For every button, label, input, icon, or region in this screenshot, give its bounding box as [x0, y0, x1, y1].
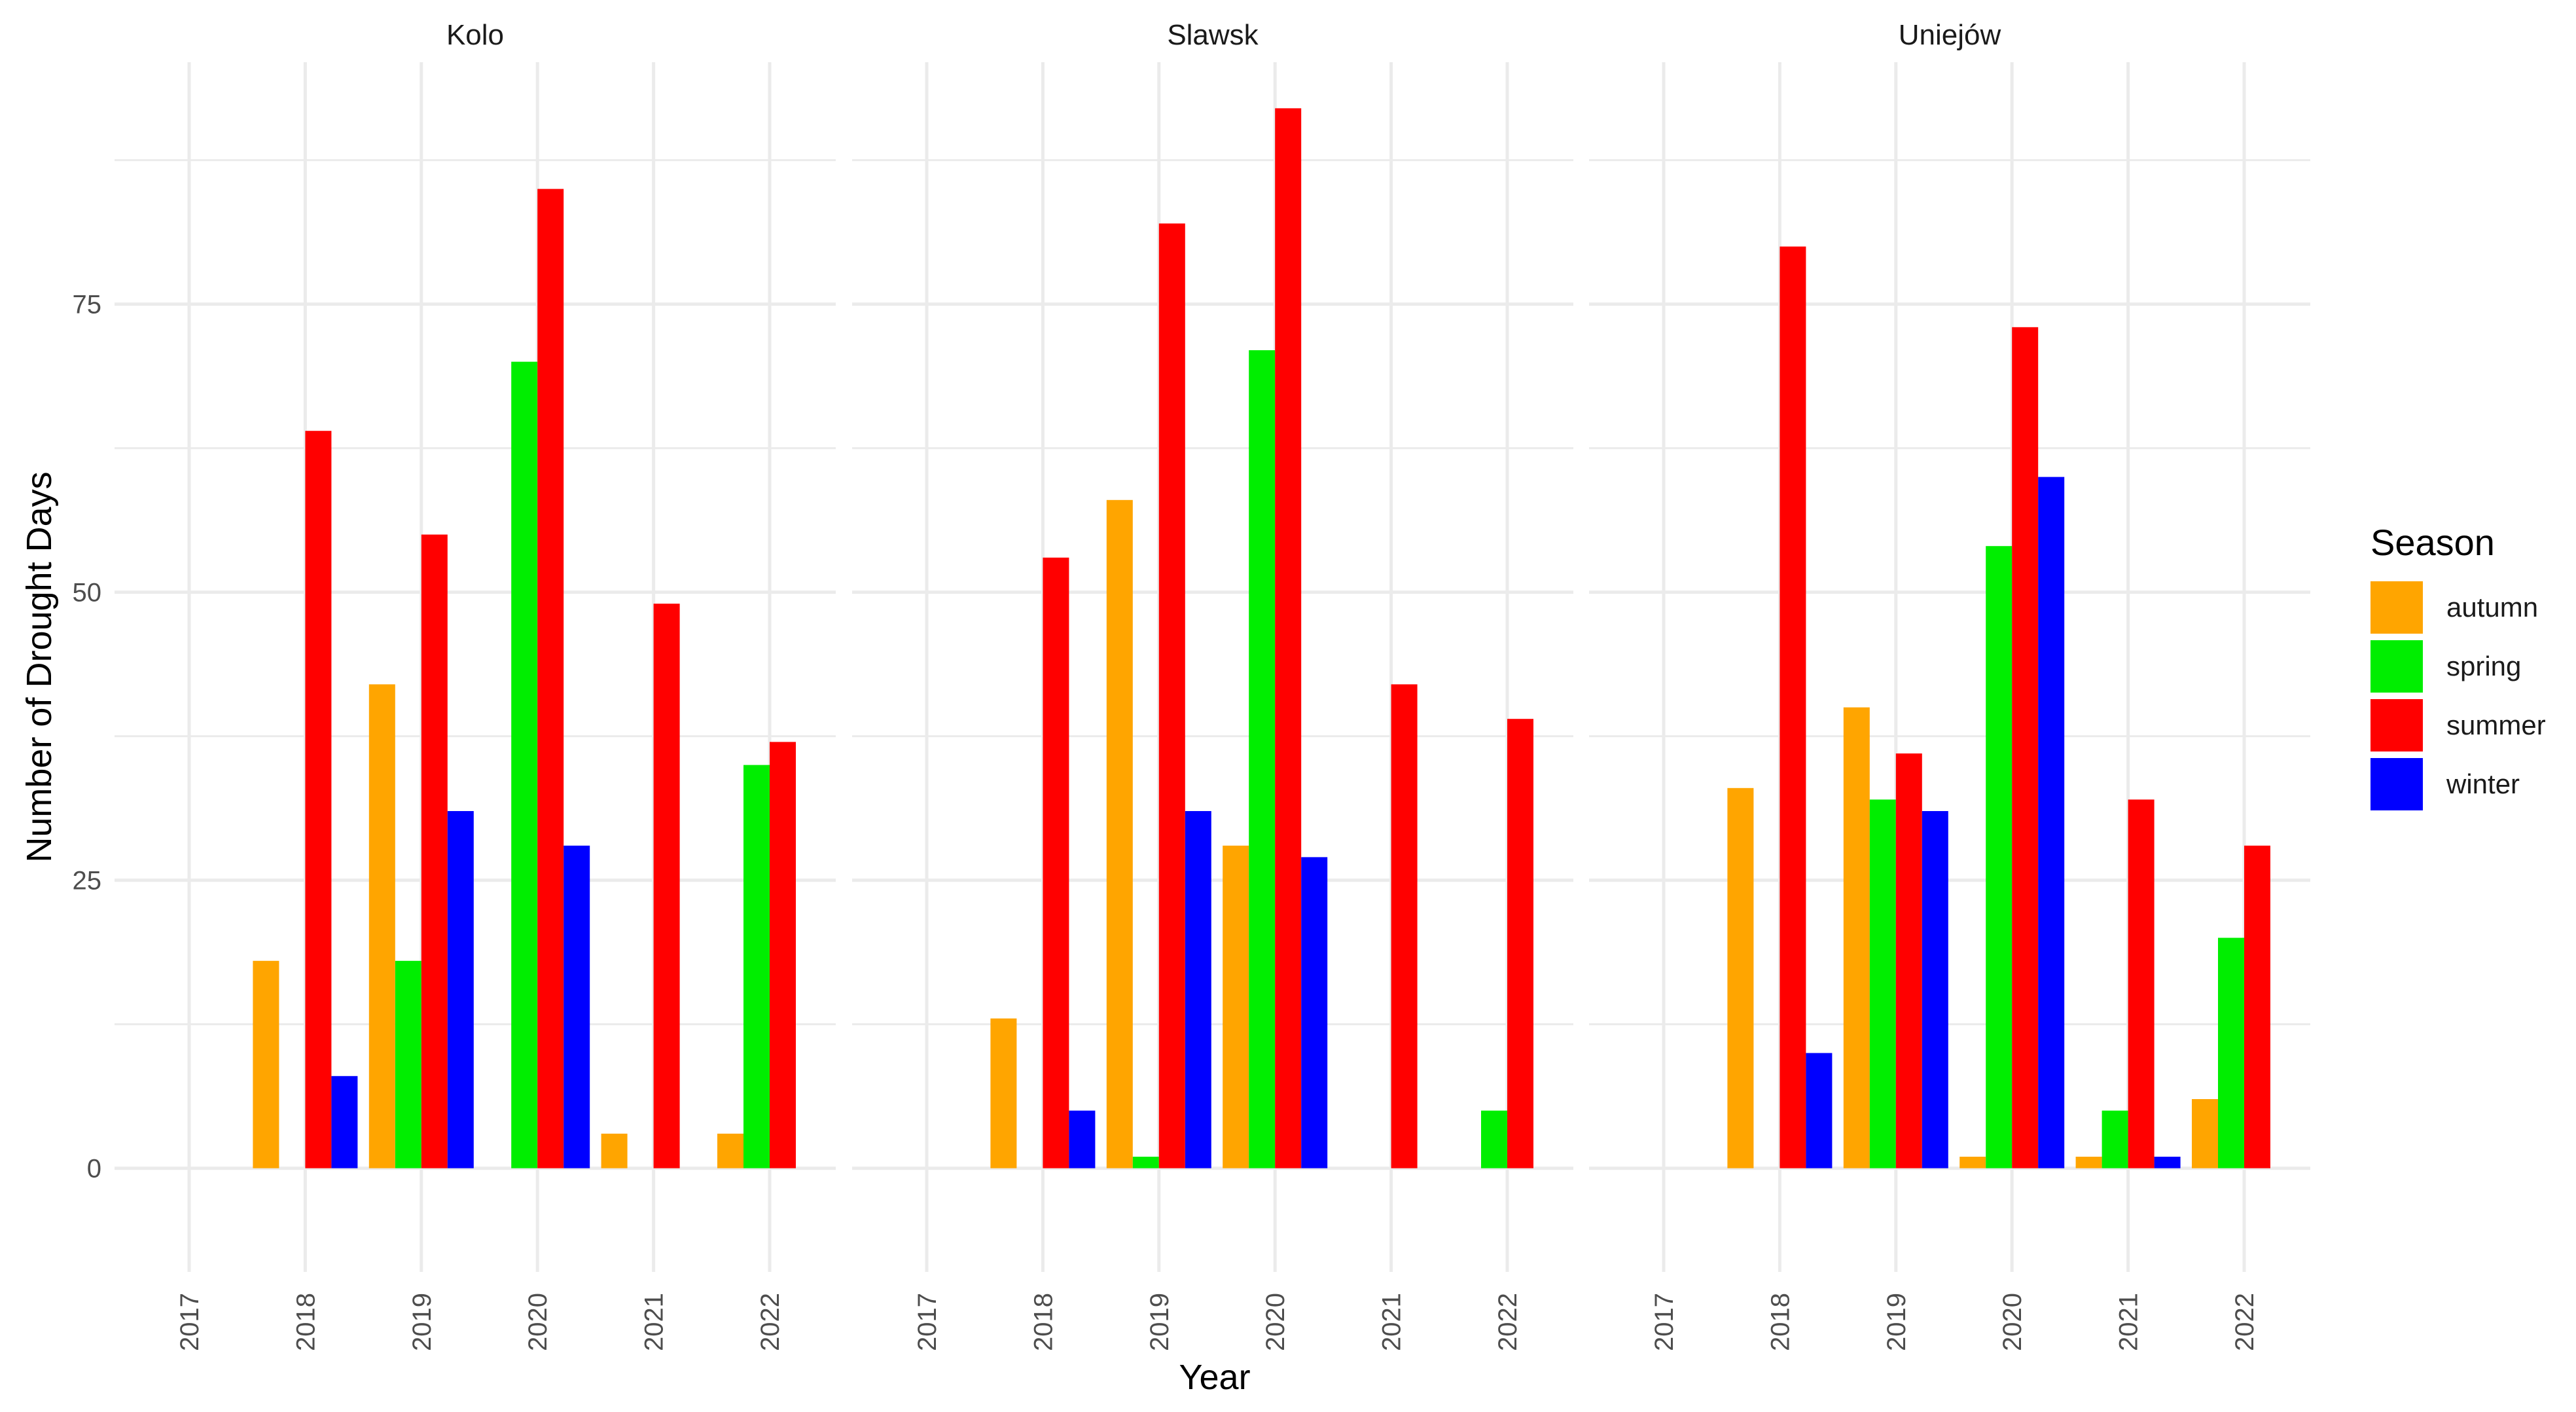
legend-label-spring: spring — [2446, 651, 2521, 681]
x-tick-label: 2019 — [408, 1293, 437, 1351]
x-tick-label: 2020 — [1261, 1293, 1290, 1351]
bar-spring-2019 — [1132, 1157, 1159, 1168]
facet-panel-2: Uniejów 2017 2018 2019 2020 2021 2022 — [1589, 19, 2310, 1351]
bar-winter-2019 — [1922, 811, 1948, 1168]
gridlines — [1589, 62, 2310, 1272]
facet-panel-1: Slawsk 2017 2018 2019 2020 2021 2022 — [852, 19, 1573, 1351]
bar-autumn-2018 — [253, 960, 279, 1168]
x-tick-label: 2022 — [756, 1293, 785, 1351]
bar-autumn-2022 — [717, 1133, 743, 1168]
legend-title: Season — [2370, 522, 2495, 563]
legend-key-summer — [2370, 699, 2423, 751]
legend-label-winter: winter — [2446, 769, 2520, 799]
x-tick-label: 2022 — [1494, 1293, 1522, 1351]
bar-spring-2022 — [743, 765, 770, 1168]
legend-label-summer: summer — [2446, 710, 2546, 740]
bar-autumn-2020 — [1959, 1157, 1986, 1168]
legend-label-autumn: autumn — [2446, 592, 2538, 623]
bar-autumn-2018 — [1727, 787, 1754, 1168]
y-tick-label: 0 — [87, 1155, 101, 1184]
bar-autumn-2021 — [601, 1133, 628, 1168]
bar-winter-2018 — [1069, 1110, 1096, 1168]
bar-autumn-2021 — [2075, 1157, 2102, 1168]
legend-key-autumn — [2370, 581, 2423, 634]
x-tick-label: 2017 — [175, 1293, 204, 1351]
bar-summer-2022 — [2244, 845, 2270, 1168]
bar-summer-2021 — [2128, 799, 2155, 1168]
facet-title: Uniejów — [1899, 19, 2001, 51]
gridlines — [852, 62, 1573, 1272]
bar-summer-2019 — [1158, 223, 1185, 1168]
bar-winter-2019 — [447, 811, 474, 1168]
bar-winter-2020 — [2038, 477, 2065, 1168]
x-tick-label: 2021 — [640, 1293, 669, 1351]
bar-summer-2020 — [1275, 108, 1302, 1168]
bar-autumn-2020 — [1223, 845, 1249, 1168]
y-axis-title: Number of Drought Days — [20, 471, 59, 862]
x-tick-label: 2022 — [2230, 1293, 2259, 1351]
x-tick-label: 2019 — [1145, 1293, 1174, 1351]
x-tick-label: 2020 — [1998, 1293, 2027, 1351]
x-axis-title: Year — [1179, 1358, 1250, 1397]
bar-spring-2020 — [1986, 546, 2012, 1168]
bar-autumn-2019 — [1106, 499, 1133, 1168]
bar-autumn-2018 — [990, 1018, 1017, 1168]
bar-winter-2018 — [1806, 1053, 1833, 1168]
y-tick-label: 75 — [73, 291, 102, 319]
bar-spring-2021 — [2102, 1110, 2128, 1168]
bar-summer-2022 — [770, 742, 796, 1168]
bar-spring-2020 — [511, 361, 538, 1168]
x-tick-label: 2021 — [1378, 1293, 1406, 1351]
x-tick-label: 2018 — [291, 1293, 320, 1351]
bar-autumn-2022 — [2192, 1099, 2218, 1168]
x-tick-label: 2021 — [2115, 1293, 2143, 1351]
bar-summer-2020 — [2012, 327, 2039, 1168]
y-tick-label: 25 — [73, 867, 102, 896]
bar-summer-2021 — [1391, 684, 1418, 1168]
bar-autumn-2019 — [368, 684, 395, 1168]
facet-title: Slawsk — [1167, 19, 1259, 51]
x-tick-label: 2020 — [524, 1293, 552, 1351]
bar-summer-2018 — [305, 431, 332, 1168]
bar-winter-2020 — [564, 845, 590, 1168]
bar-autumn-2019 — [1843, 707, 1870, 1168]
bar-summer-2018 — [1780, 246, 1806, 1168]
bar-spring-2019 — [395, 960, 421, 1168]
bar-spring-2020 — [1249, 350, 1276, 1168]
bar-spring-2022 — [2218, 937, 2244, 1168]
y-tick-label: 50 — [73, 579, 102, 607]
bar-spring-2019 — [1869, 799, 1896, 1168]
bar-spring-2022 — [1481, 1110, 1507, 1168]
bar-summer-2021 — [653, 604, 680, 1168]
bar-summer-2019 — [1895, 753, 1922, 1168]
bar-winter-2021 — [2154, 1157, 2181, 1168]
bar-summer-2019 — [421, 534, 448, 1168]
facet-panel-0: Kolo 2017 2018 2019 2020 2021 2022 — [115, 19, 836, 1351]
x-tick-label: 2019 — [1882, 1293, 1911, 1351]
x-tick-label: 2018 — [1766, 1293, 1795, 1351]
bar-winter-2020 — [1301, 857, 1328, 1168]
bar-summer-2022 — [1507, 719, 1533, 1168]
bar-winter-2018 — [331, 1076, 358, 1168]
gridlines — [115, 62, 836, 1272]
bar-summer-2020 — [537, 189, 564, 1168]
legend-key-winter — [2370, 758, 2423, 810]
legend-key-spring — [2370, 640, 2423, 693]
facet-title: Kolo — [446, 19, 504, 51]
x-tick-label: 2017 — [1650, 1293, 1679, 1351]
bar-winter-2019 — [1185, 811, 1211, 1168]
x-tick-label: 2018 — [1029, 1293, 1058, 1351]
bar-summer-2018 — [1043, 557, 1069, 1168]
x-tick-label: 2017 — [913, 1293, 942, 1351]
